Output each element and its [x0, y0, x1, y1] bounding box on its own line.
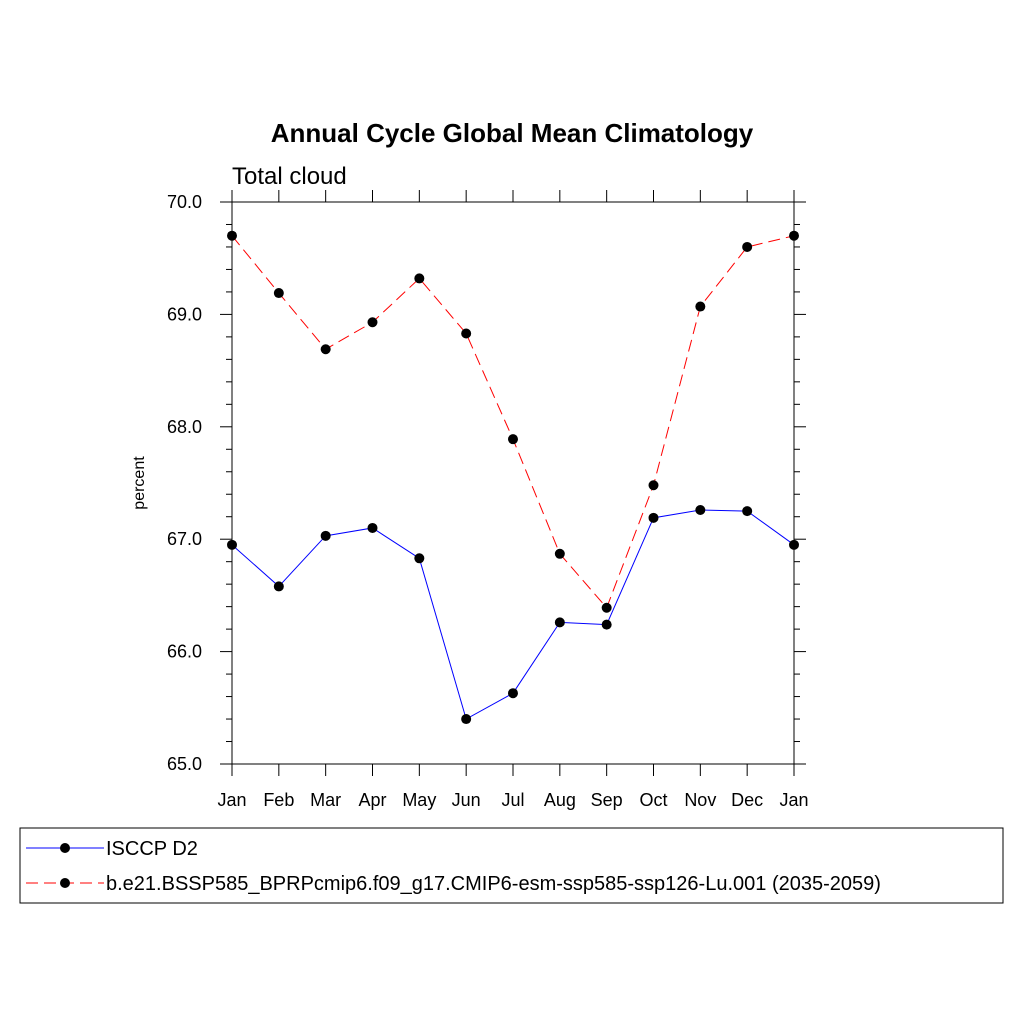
- data-point: [367, 522, 378, 533]
- data-point: [508, 688, 518, 699]
- x-tick-label: Jan: [779, 790, 808, 810]
- data-point: [648, 512, 659, 523]
- y-tick-label: 69.0: [167, 304, 202, 324]
- legend-marker: [60, 843, 70, 853]
- data-point: [695, 504, 706, 515]
- data-point: [742, 506, 753, 517]
- x-tick-label: Oct: [639, 790, 667, 810]
- legend: ISCCP D2 b.e21.BSSP585_BPRPcmip6.f09_g17.…: [19, 827, 1004, 904]
- data-point: [414, 553, 425, 564]
- data-point: [414, 273, 425, 284]
- plot-frame: [231, 201, 795, 765]
- data-point: [320, 344, 331, 355]
- x-tick-label: Sep: [591, 790, 623, 810]
- y-tick-labels: 65.0 66.0 67.0 68.0 69.0 70.0: [167, 192, 202, 774]
- data-point: [273, 288, 284, 299]
- y-tick-label: 65.0: [167, 754, 202, 774]
- x-tick-labels: Jan Feb Mar Apr May Jun Jul Aug Sep Oct Nov Dec Jan: [217, 790, 808, 810]
- x-tick-label: Apr: [358, 790, 386, 810]
- y-tick-label: 68.0: [167, 417, 202, 437]
- ticks-layer: [220, 190, 806, 776]
- y-tick-label: 70.0: [167, 192, 202, 212]
- y-tick-label: 67.0: [167, 529, 202, 549]
- data-point: [554, 548, 565, 559]
- data-point: [227, 230, 237, 241]
- data-point: [508, 434, 518, 445]
- chart-title: Annual Cycle Global Mean Climatology: [271, 118, 754, 148]
- x-tick-label: Jul: [501, 790, 524, 810]
- chart-subtitle: Total cloud: [232, 163, 347, 190]
- series-line: [231, 509, 795, 720]
- series-lines: [231, 235, 795, 720]
- data-point: [648, 480, 659, 491]
- data-point: [742, 241, 753, 252]
- data-point: [227, 539, 237, 550]
- legend-items: ISCCP D2 b.e21.BSSP585_BPRPcmip6.f09_g17.…: [26, 838, 881, 895]
- legend-box: [19, 827, 1004, 904]
- data-point: [554, 617, 565, 628]
- x-tick-label: Jan: [217, 790, 246, 810]
- x-tick-label: Dec: [731, 790, 763, 810]
- data-point: [601, 619, 612, 630]
- data-point: [695, 301, 706, 312]
- data-point: [367, 317, 378, 328]
- data-point: [461, 714, 472, 725]
- data-point: [601, 602, 612, 613]
- data-point: [320, 530, 331, 541]
- series-line: [231, 235, 795, 609]
- data-point: [789, 230, 799, 241]
- data-point: [273, 581, 284, 592]
- data-point: [789, 539, 799, 550]
- series-markers: [227, 230, 799, 725]
- y-tick-label: 66.0: [167, 642, 202, 662]
- x-tick-label: May: [402, 790, 436, 810]
- x-tick-label: Feb: [263, 790, 294, 810]
- x-tick-label: Jun: [452, 790, 481, 810]
- x-tick-label: Nov: [684, 790, 716, 810]
- x-tick-label: Mar: [310, 790, 341, 810]
- legend-marker: [60, 878, 70, 888]
- data-point: [461, 328, 472, 339]
- legend-label: b.e21.BSSP585_BPRPcmip6.f09_g17.CMIP6-es…: [106, 873, 881, 895]
- legend-label: ISCCP D2: [106, 838, 198, 860]
- x-tick-label: Aug: [544, 790, 576, 810]
- y-axis-label: percent: [131, 456, 148, 510]
